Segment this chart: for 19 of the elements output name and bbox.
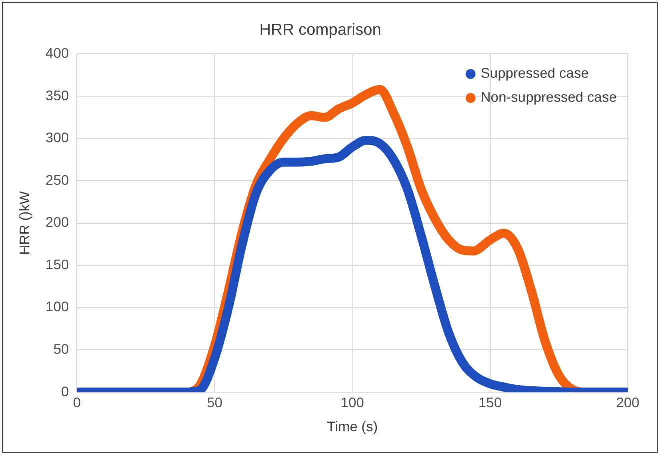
x-tick-label: 150 bbox=[478, 394, 502, 411]
y-tick-label: 300 bbox=[46, 130, 70, 146]
x-tick-label: 100 bbox=[340, 394, 364, 411]
y-tick-label: 50 bbox=[54, 340, 70, 357]
legend-label: Non-suppressed case bbox=[480, 89, 618, 106]
y-tick-label: 350 bbox=[46, 87, 70, 104]
y-tick-label: 100 bbox=[46, 298, 70, 315]
y-axis-title: HRR ()kW bbox=[16, 190, 32, 256]
x-tick-label: 200 bbox=[616, 394, 640, 411]
y-tick-label: 200 bbox=[46, 214, 70, 230]
y-tick-label: 150 bbox=[46, 256, 70, 272]
y-tick-label: 250 bbox=[46, 172, 70, 188]
x-tick-label: 50 bbox=[207, 394, 223, 411]
x-tick-label: 0 bbox=[73, 394, 82, 411]
legend-label: Suppressed case bbox=[480, 65, 590, 82]
y-tick-label: 400 bbox=[46, 45, 70, 62]
chart-title: HRR comparison bbox=[260, 22, 382, 40]
y-tick-label: 0 bbox=[61, 383, 70, 400]
x-axis-title: Time (s) bbox=[327, 418, 378, 434]
